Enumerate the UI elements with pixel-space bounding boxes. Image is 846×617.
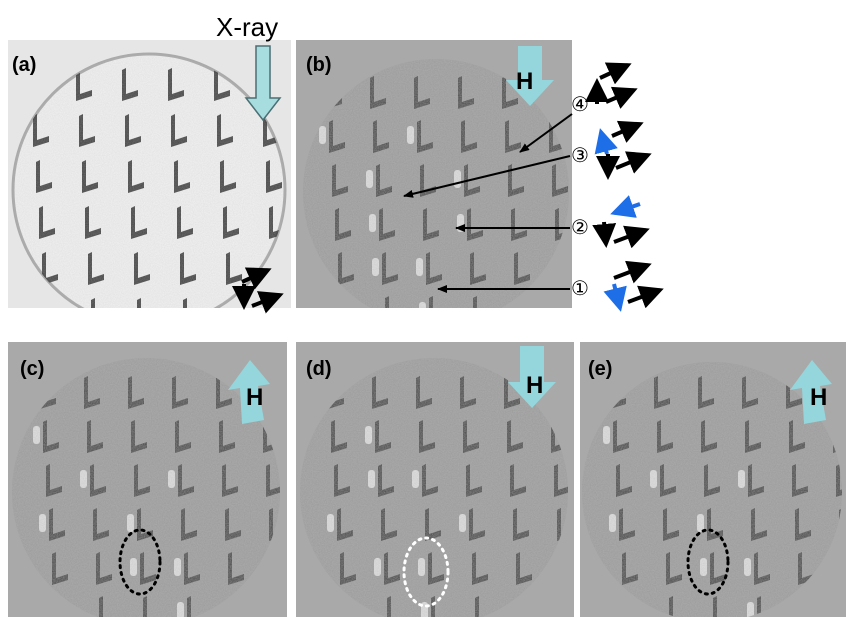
panel-c-label: (c) <box>20 358 45 380</box>
panel-b-label: (b) <box>306 54 332 76</box>
spin-config-3 <box>594 120 652 180</box>
field-label-e: H <box>810 384 828 411</box>
panel-e-svg <box>580 342 846 617</box>
field-label-b: H <box>516 68 534 95</box>
panel-d-image: (d) H <box>296 342 574 617</box>
field-arrow-down-d <box>508 346 556 408</box>
panel-a-image: (a) <box>8 40 291 308</box>
panel-c-image: (c) H <box>8 342 287 617</box>
field-arrow-up-c <box>228 360 270 424</box>
panel-d-svg <box>296 342 574 617</box>
panel-b-image: (b) H <box>296 40 572 308</box>
annotation-2: ② <box>571 217 589 239</box>
dotted-ellipse-c <box>118 528 162 596</box>
annotation-1: ① <box>571 278 589 300</box>
panel-e-image: (e) H <box>580 342 846 617</box>
noise-e <box>582 362 842 617</box>
noise-c <box>12 358 280 617</box>
field-label-c: H <box>246 384 264 411</box>
panel-a-svg <box>8 40 291 308</box>
panel-a-label: (a) <box>12 54 37 76</box>
dotted-ellipse-e <box>686 528 730 596</box>
panel-d-label: (d) <box>306 358 332 380</box>
noise-d <box>300 358 568 617</box>
dotted-ellipse-d <box>402 536 450 608</box>
field-arrow-down-b <box>506 46 554 106</box>
noise-a <box>13 54 285 308</box>
spin-config-2 <box>592 195 650 249</box>
field-label-d: H <box>526 372 544 399</box>
field-arrow-up-e <box>790 360 832 424</box>
spin-config-4 <box>585 62 638 109</box>
xray-label: X-ray <box>216 12 279 42</box>
spin-config-1 <box>603 260 664 312</box>
panel-c-svg <box>8 342 287 617</box>
panel-e-label: (e) <box>588 358 613 380</box>
annotation-4: ④ <box>571 94 589 116</box>
annotation-3: ③ <box>571 145 589 167</box>
